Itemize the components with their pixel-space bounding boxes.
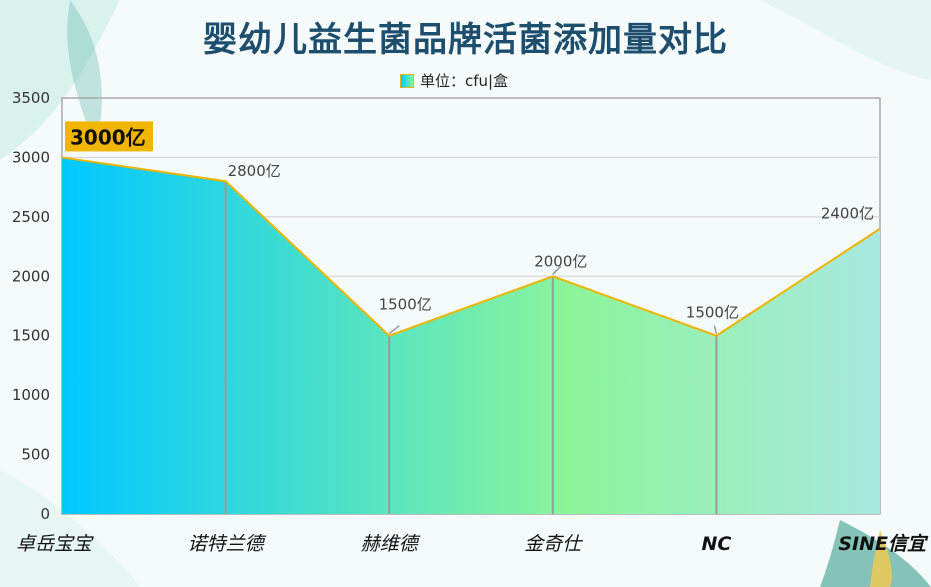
leaf-decoration-top-left <box>0 0 120 160</box>
legend-label: 单位：cfu|盒 <box>420 72 509 90</box>
y-tick-label: 3000 <box>12 148 50 166</box>
x-category-label: 卓岳宝宝 <box>16 533 94 555</box>
x-category-label: 诺特兰德 <box>188 533 267 555</box>
data-label-leader <box>552 265 562 275</box>
data-label-leader <box>388 325 400 335</box>
x-category-label: 赫维德 <box>361 533 421 555</box>
x-category-label: SINE信宜 <box>838 533 929 555</box>
x-category-label: 金奇仕 <box>524 533 583 555</box>
legend: 单位：cfu|盒 <box>400 70 508 91</box>
data-label: 1500亿 <box>379 296 432 314</box>
y-tick-label: 2000 <box>12 267 50 285</box>
y-tick-label: 2500 <box>12 208 50 226</box>
data-label: 3000亿 <box>70 125 146 149</box>
series-line <box>61 156 881 337</box>
x-category-label: NC <box>701 533 731 555</box>
chart-title: 婴幼儿益生菌品牌活菌添加量对比 <box>203 20 728 60</box>
wave-decoration-bottom-left <box>0 470 140 587</box>
y-tick-label: 0 <box>40 505 50 523</box>
data-label-highlight <box>65 121 153 152</box>
data-label-leader <box>713 325 718 334</box>
data-label: 2800亿 <box>228 162 281 180</box>
leaf-decoration-top-right <box>760 0 931 80</box>
y-tick-label: 1000 <box>12 386 50 404</box>
y-tick-label: 1500 <box>12 327 50 345</box>
data-label: 1500亿 <box>686 304 739 322</box>
leaf-decoration-bottom-right-2 <box>870 530 892 587</box>
data-label: 2400亿 <box>821 205 874 223</box>
y-tick-label: 500 <box>21 446 50 464</box>
leaf-decoration-top-left-2 <box>67 0 102 150</box>
data-label: 2000亿 <box>534 252 587 270</box>
y-tick-label: 3500 <box>12 89 50 107</box>
legend-swatch <box>400 73 414 88</box>
area-series <box>62 157 880 514</box>
